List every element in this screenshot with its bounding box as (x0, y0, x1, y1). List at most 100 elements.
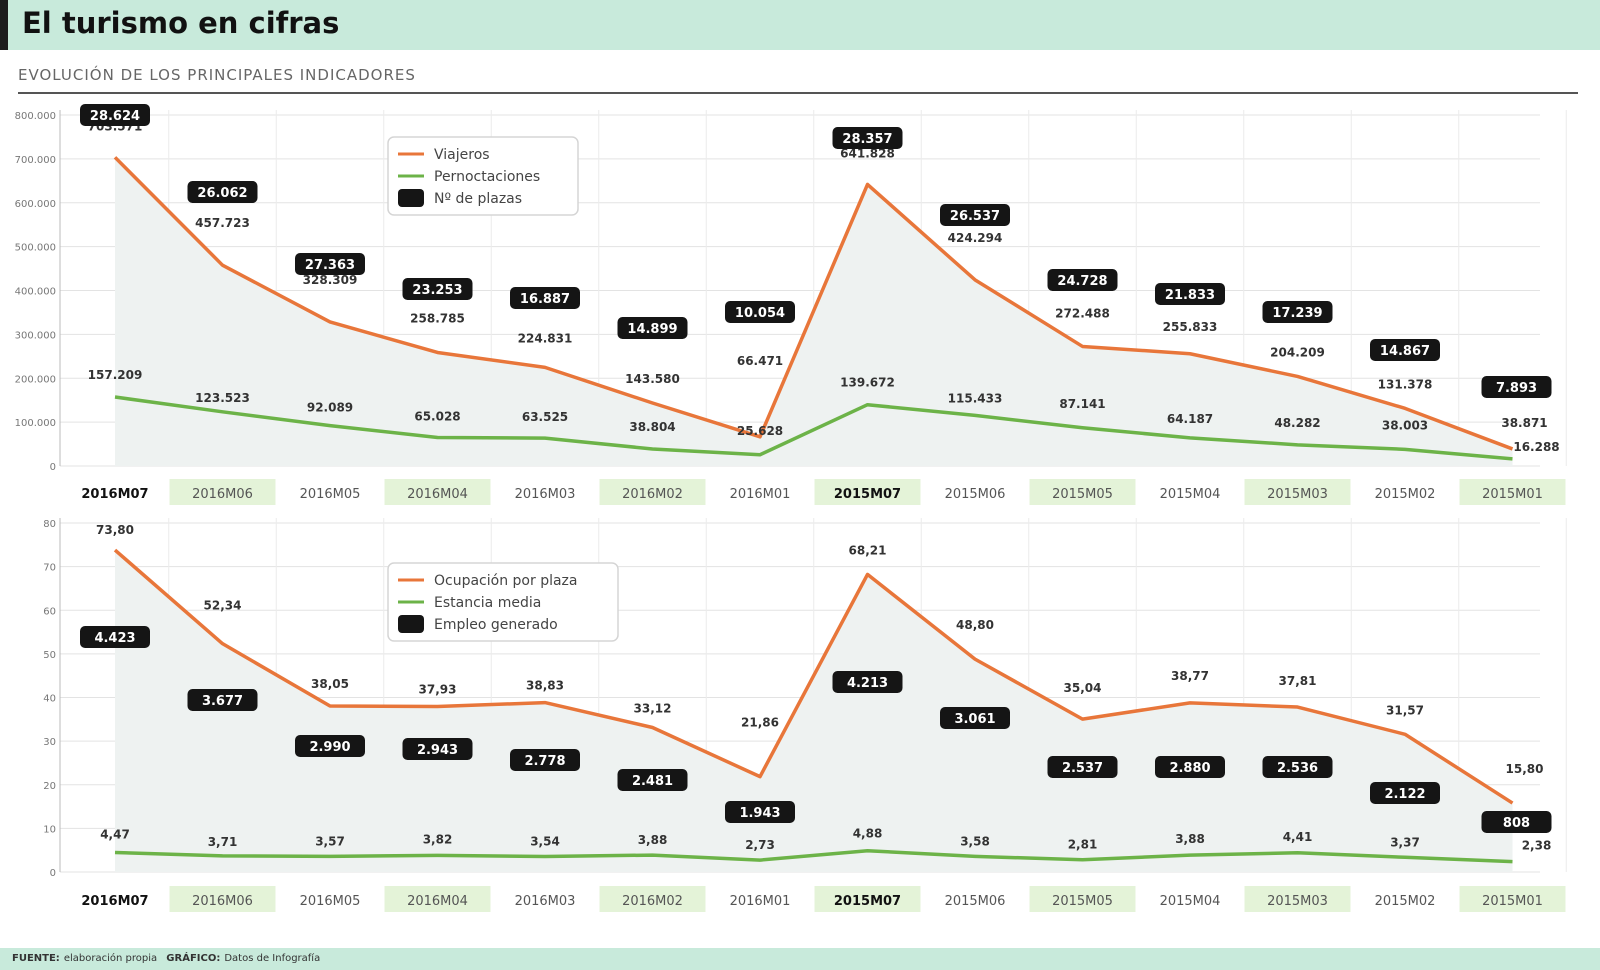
p2-badge-Empleo generado (1155, 756, 1225, 778)
p2-y-tick-label: 10 (43, 824, 56, 835)
p2-data-label-Estancia media: 3,58 (960, 834, 990, 848)
p2-badge-Empleo generado (1047, 756, 1118, 778)
p2-x-tick-label: 2016M06 (192, 894, 253, 909)
p1-badge-label-Nº de plazas: 26.537 (950, 209, 1000, 224)
p1-badge-label-Nº de plazas: 24.728 (1057, 274, 1107, 289)
p2-legend-label-Ocupación por plaza: Ocupación por plaza (434, 573, 577, 589)
p1-badge-Nº de plazas (402, 278, 473, 300)
p2-legend-label-Estancia media: Estancia media (434, 595, 541, 611)
p2-badge-label-Empleo generado: 2.943 (417, 743, 458, 758)
p1-badge-label-Nº de plazas: 28.357 (842, 132, 892, 147)
p2-legend-label-Empleo generado: Empleo generado (434, 617, 558, 633)
p1-data-label-Viajeros: 143.580 (625, 372, 680, 386)
p1-data-label-Pernoctaciones: 115.433 (948, 391, 1003, 405)
p2-y-tick-label: 40 (43, 694, 56, 705)
p1-x-tick-label: 2016M03 (515, 487, 576, 502)
p1-badge-label-Nº de plazas: 10.054 (735, 306, 785, 321)
p1-badge-Nº de plazas (1155, 283, 1225, 305)
p2-data-label-Ocupación por plaza: 38,05 (311, 677, 349, 691)
p2-badge-Empleo generado (1262, 756, 1333, 778)
p1-y-tick-label: 500.000 (15, 243, 56, 254)
p2-badge-Empleo generado (295, 735, 365, 757)
subtitle-divider (18, 92, 1578, 94)
p1-y-tick-label: 0 (50, 462, 56, 473)
p2-data-label-Ocupación por plaza: 21,86 (741, 716, 779, 730)
header-bar: El turismo en cifras (0, 0, 1600, 50)
p1-data-label-Pernoctaciones: 139.672 (840, 376, 895, 390)
p2-category-bg (384, 886, 491, 912)
p1-x-tick-label: 2016M04 (407, 487, 468, 502)
p1-data-label-Pernoctaciones: 157.209 (88, 368, 143, 382)
p1-data-label-Pernoctaciones: 38.804 (629, 420, 675, 434)
p2-data-label-Estancia media: 4,47 (100, 827, 130, 841)
p1-data-label-Pernoctaciones: 64.187 (1167, 412, 1213, 426)
p2-data-label-Ocupación por plaza: 35,04 (1064, 681, 1102, 695)
p2-badge-Empleo generado (1481, 811, 1552, 833)
p1-badge-Nº de plazas (510, 287, 580, 309)
p2-data-label-Estancia media: 3,88 (638, 833, 668, 847)
p2-data-label-Estancia media: 3,54 (530, 835, 560, 849)
p1-badge-label-Nº de plazas: 26.062 (197, 186, 247, 201)
p1-category-bg (599, 479, 706, 505)
p1-data-label-Pernoctaciones: 38.003 (1382, 418, 1428, 432)
p1-badge-Nº de plazas (725, 301, 795, 323)
p1-data-label-Pernoctaciones: 123.523 (195, 391, 250, 405)
p1-x-tick-label: 2016M07 (81, 487, 148, 502)
p1-data-label-Viajeros: 204.209 (1270, 345, 1325, 359)
p1-badge-label-Nº de plazas: 28.624 (90, 109, 140, 124)
p1-badge-label-Nº de plazas: 17.239 (1272, 306, 1322, 321)
p1-badge-Nº de plazas (1370, 339, 1440, 361)
p2-data-label-Ocupación por plaza: 52,34 (204, 599, 242, 613)
p2-badge-Empleo generado (510, 749, 580, 771)
p1-data-label-Pernoctaciones: 63.525 (522, 410, 568, 424)
p2-data-label-Ocupación por plaza: 31,57 (1386, 703, 1424, 717)
p1-y-tick-label: 200.000 (15, 374, 56, 385)
p2-badge-label-Empleo generado: 3.677 (202, 694, 243, 709)
p1-x-tick-label: 2016M01 (730, 487, 791, 502)
p1-x-tick-label: 2016M02 (622, 487, 683, 502)
p1-badge-Nº de plazas (940, 204, 1010, 226)
p1-badge-Nº de plazas (295, 253, 365, 275)
p2-x-tick-label: 2015M05 (1052, 894, 1113, 909)
p1-badge-label-Nº de plazas: 14.899 (627, 322, 677, 337)
p1-data-label-Viajeros: 328.309 (303, 273, 358, 287)
p2-x-tick-label: 2015M03 (1267, 894, 1328, 909)
p2-data-label-Estancia media: 2,81 (1068, 838, 1098, 852)
p2-data-label-Estancia media: 3,57 (315, 834, 345, 848)
p2-data-label-Estancia media: 3,88 (1175, 832, 1205, 846)
p1-y-tick-label: 600.000 (15, 199, 56, 210)
p1-data-label-Pernoctaciones: 87.141 (1059, 397, 1105, 411)
p1-series-line-Pernoctaciones (114, 395, 1513, 461)
p1-data-label-Viajeros: 457.723 (195, 216, 250, 230)
p1-x-tick-label: 2015M05 (1052, 487, 1113, 502)
footer-source-label: FUENTE: (12, 953, 60, 964)
p2-data-label-Estancia media: 4,88 (853, 827, 883, 841)
p1-legend-box (387, 136, 579, 216)
p1-badge-Nº de plazas (832, 127, 903, 149)
p2-data-label-Estancia media: 4,41 (1283, 830, 1313, 844)
p1-data-label-Viajeros: 38.871 (1501, 416, 1547, 430)
p2-badge-label-Empleo generado: 1.943 (739, 806, 780, 821)
p2-badge-label-Empleo generado: 2.481 (632, 774, 673, 789)
p1-x-tick-label: 2015M03 (1267, 487, 1328, 502)
p1-x-tick-label: 2015M07 (834, 487, 901, 502)
p1-data-label-Pernoctaciones: 16.288 (1513, 440, 1559, 454)
p2-y-tick-label: 60 (43, 606, 56, 617)
p2-badge-label-Empleo generado: 4.213 (847, 676, 888, 691)
footer-bar: FUENTE: elaboración propia GRÁFICO: Datos … (0, 948, 1600, 970)
footer-source-text: elaboración propia (63, 953, 158, 964)
p1-y-tick-label: 800.000 (15, 111, 56, 122)
p2-legend-box (387, 562, 619, 642)
p2-badge-label-Empleo generado: 2.778 (524, 754, 565, 769)
p1-category-bg (1459, 479, 1566, 505)
p1-category-bg (384, 479, 491, 505)
p2-y-tick-label: 0 (50, 868, 56, 879)
p2-y-tick-label: 80 (43, 519, 56, 530)
p2-badge-label-Empleo generado: 2.990 (309, 740, 350, 755)
p2-y-tick-label: 50 (43, 650, 56, 661)
p2-y-tick-label: 30 (43, 737, 56, 748)
p1-badge-Nº de plazas (1481, 376, 1552, 398)
p1-data-label-Viajeros: 424.294 (948, 231, 1003, 245)
p1-category-bg (1244, 479, 1351, 505)
p2-category-bg (1459, 886, 1566, 912)
